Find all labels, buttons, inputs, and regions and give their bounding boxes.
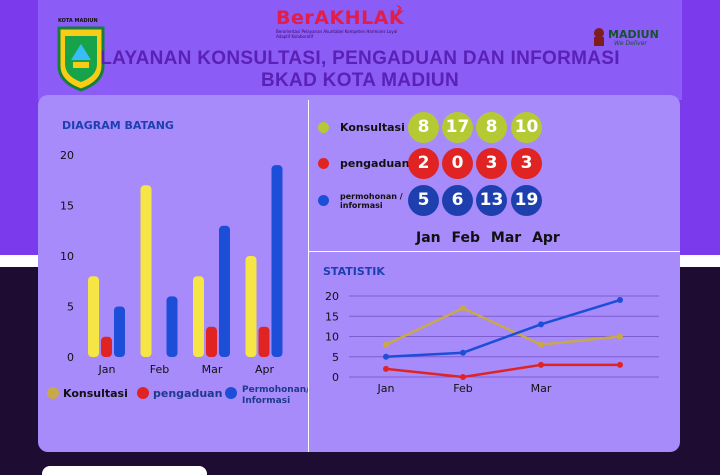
category-marker: [318, 122, 329, 133]
y-tick-label: 0: [67, 351, 74, 364]
brand-name: BerAKHLAK: [276, 7, 405, 29]
data-point: [460, 305, 466, 312]
x-tick-label: Jan: [377, 382, 395, 395]
data-point: [617, 361, 623, 368]
data-point: [617, 333, 623, 340]
bar-chart-title: DIAGRAM BATANG: [62, 119, 174, 132]
summary-month: Apr: [532, 230, 560, 246]
data-point: [538, 321, 544, 328]
vertical-divider: [308, 100, 309, 452]
data-point: [383, 341, 389, 348]
y-tick-label: 10: [60, 250, 74, 263]
x-tick-label: Mar: [531, 382, 552, 395]
y-tick-label: 0: [332, 371, 339, 384]
brand-tagline: Berorientasi Pelayanan Akuntabel Kompete…: [276, 29, 398, 39]
x-tick-label: Apr: [255, 363, 275, 376]
summary-row: permohonan / informasi: [318, 192, 403, 210]
series-line: [385, 363, 620, 379]
bar: [140, 185, 152, 357]
category-marker: [318, 195, 329, 206]
series-line: [385, 298, 621, 358]
count-circle: 5: [408, 185, 439, 216]
legend-marker: [137, 387, 149, 399]
data-point: [538, 341, 544, 348]
data-point: [617, 297, 623, 304]
count-circle: 3: [476, 148, 507, 179]
summary-row: Konsultasi: [318, 121, 405, 134]
y-tick-label: 15: [325, 310, 339, 323]
city-label: KOTA MADIUN: [58, 18, 98, 24]
count-circle: 13: [476, 185, 507, 216]
horizontal-divider: [309, 251, 680, 252]
bar: [271, 165, 283, 357]
count-circle: 19: [511, 185, 542, 216]
bar: [166, 296, 178, 357]
count-circle: 3: [511, 148, 542, 179]
title-line-1: LAYANAN KONSULTASI, PENGADUAN DAN INFORM…: [100, 48, 620, 69]
bar: [114, 306, 125, 357]
city-emblem-icon: [57, 26, 105, 92]
data-point: [538, 361, 544, 368]
page-title: LAYANAN KONSULTASI, PENGADUAN DAN INFORM…: [0, 48, 720, 92]
summary-months: Jan Feb Mar Apr: [416, 230, 566, 246]
bar: [101, 336, 112, 357]
count-circle: 0: [442, 148, 473, 179]
brand-logo: BerAKHLAK Berorientasi Pelayanan Akuntab…: [276, 7, 406, 39]
legend-marker: [225, 387, 237, 399]
y-tick-label: 5: [332, 351, 339, 364]
data-point: [383, 365, 389, 372]
count-circle: 8: [476, 112, 507, 143]
x-tick-label: Feb: [453, 382, 472, 395]
title-line-2: BKAD KOTA MADIUN: [261, 70, 459, 91]
count-circle: 2: [408, 148, 439, 179]
category-label: Konsultasi: [340, 121, 405, 134]
madiun-tagline: We Deliver: [614, 40, 647, 47]
summary-month: Feb: [451, 230, 481, 246]
count-circle: 6: [442, 185, 473, 216]
summary-row: pengaduan: [318, 157, 409, 170]
legend-marker: [47, 387, 59, 399]
bar: [193, 276, 204, 357]
category-marker: [318, 158, 329, 169]
y-tick-label: 5: [67, 301, 74, 314]
summary-month: Jan: [416, 230, 441, 246]
brand-chevron-icon: ›: [396, 0, 403, 17]
bar: [219, 225, 230, 357]
series-line: [385, 306, 621, 346]
legend-label: Informasi: [242, 396, 290, 406]
category-label: permohonan / informasi: [340, 191, 403, 210]
data-point: [383, 353, 389, 360]
x-tick-label: Feb: [150, 363, 169, 376]
legend-label: pengaduan: [153, 387, 222, 400]
bar: [206, 326, 217, 357]
data-point: [460, 374, 466, 380]
bar: [245, 256, 257, 357]
line-chart: 0 5 10 15 20 Jan Feb Mar: [325, 290, 659, 395]
y-tick-label: 20: [60, 149, 74, 162]
partner-logos-strip: [42, 466, 207, 475]
count-circle: 17: [442, 112, 473, 143]
y-tick-label: 20: [325, 290, 339, 303]
legend-label: Permohonan/: [242, 385, 308, 395]
data-point: [460, 349, 466, 356]
x-tick-label: Mar: [202, 363, 223, 376]
count-circle: 8: [408, 112, 439, 143]
legend-label: Konsultasi: [63, 387, 128, 400]
madiun-mascot-icon: [594, 28, 604, 46]
y-tick-label: 15: [60, 200, 74, 213]
madiun-logo: MADIUN: [608, 28, 659, 41]
y-tick-label: 10: [325, 331, 339, 344]
x-tick-label: Jan: [98, 363, 116, 376]
bar-chart: 0 5 10 15 20 Jan Feb Mar Apr Konsultasi pengaduan P…: [47, 149, 308, 406]
count-circle: 10: [511, 112, 542, 143]
summary-month: Mar: [490, 230, 522, 246]
bar: [258, 326, 270, 357]
line-chart-title: STATISTIK: [323, 265, 385, 278]
category-label: pengaduan: [340, 157, 410, 170]
header-banner: [38, 0, 682, 100]
bar: [88, 276, 99, 357]
